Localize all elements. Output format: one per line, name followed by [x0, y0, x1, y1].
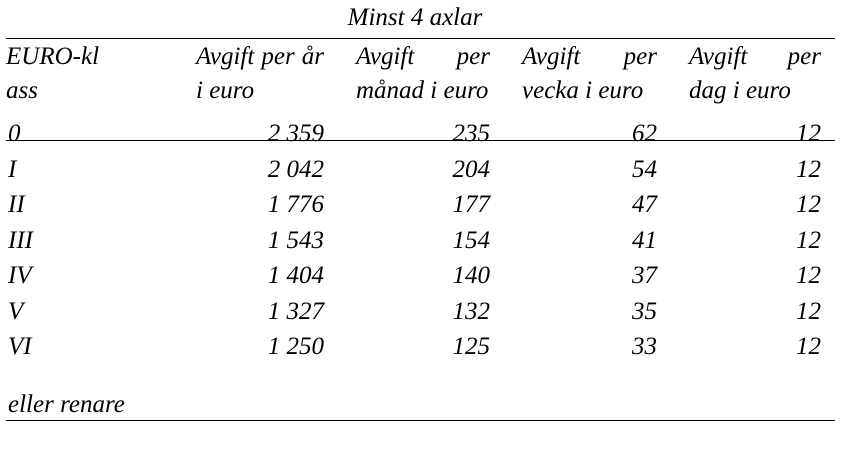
rule	[6, 38, 835, 39]
cell: 204	[452, 155, 491, 183]
cell: 62	[632, 120, 657, 147]
header-cell: Avgift per dag i euro	[689, 43, 821, 104]
cell: 54	[632, 155, 657, 183]
cell: 125	[452, 333, 491, 360]
header-row: EURO-klass Avgift per år i euro Avgift per…	[6, 40, 835, 112]
cell: 33	[632, 333, 657, 360]
cell: 2 359	[267, 120, 324, 147]
cell: 12	[796, 120, 821, 147]
cell: 12	[796, 297, 821, 325]
cell: 12	[796, 155, 821, 183]
header-cell: Avgift per år i euro	[196, 43, 324, 104]
cell: 1 543	[267, 226, 324, 254]
cell: 1 404	[267, 262, 324, 289]
header-cell: EURO-klass	[6, 43, 100, 104]
table-title: Minst 4 axlar	[347, 4, 483, 31]
row-label: IV	[8, 262, 32, 289]
cell: 1 327	[267, 297, 324, 325]
row-label: V	[8, 297, 24, 325]
cell: 37	[632, 262, 657, 289]
row-label: III	[8, 226, 33, 254]
row-label: 0	[8, 120, 21, 147]
cell: 35	[632, 297, 657, 325]
row-label: I	[8, 155, 17, 183]
table-row: I 2 042 204 54 12	[6, 152, 835, 188]
cell: 177	[452, 191, 491, 218]
table-row: IV 1 404 140 37 12	[6, 258, 835, 294]
header-cell: Avgift per vecka i euro	[522, 43, 657, 104]
cell: 132	[452, 297, 491, 325]
row-note: eller renare	[8, 391, 125, 418]
cell: 235	[452, 120, 491, 147]
row-label: II	[8, 191, 25, 218]
cell: 12	[796, 262, 821, 289]
cell: 41	[632, 226, 657, 254]
table: EURO-klass Avgift per år i euro Avgift per…	[6, 40, 835, 365]
cell: 1 776	[267, 191, 324, 218]
table-row: 0 2 359 235 62 12	[6, 112, 835, 152]
rule	[6, 420, 835, 421]
cell: 12	[796, 333, 821, 360]
header-cell: Avgift per månad i euro	[356, 43, 490, 104]
cell: 12	[796, 191, 821, 218]
cell: 154	[452, 226, 491, 254]
table-row: V 1 327 132 35 12	[6, 294, 835, 330]
table-row: III 1 543 154 41 12	[6, 223, 835, 259]
rule	[6, 140, 835, 141]
table-row: VI 1 250 125 33 12	[6, 329, 835, 365]
table-row: II 1 776 177 47 12	[6, 187, 835, 223]
row-label: VI	[8, 333, 32, 360]
cell: 2 042	[267, 155, 324, 183]
cell: 1 250	[267, 333, 324, 360]
table-header: EURO-klass Avgift per år i euro Avgift per…	[6, 40, 835, 112]
cell: 12	[796, 226, 821, 254]
cell: 140	[452, 262, 491, 289]
cell: 47	[632, 191, 657, 218]
table-body: 0 2 359 235 62 12 I 2 042 204 54 12 II 1 776 177 47 12…	[6, 112, 835, 365]
